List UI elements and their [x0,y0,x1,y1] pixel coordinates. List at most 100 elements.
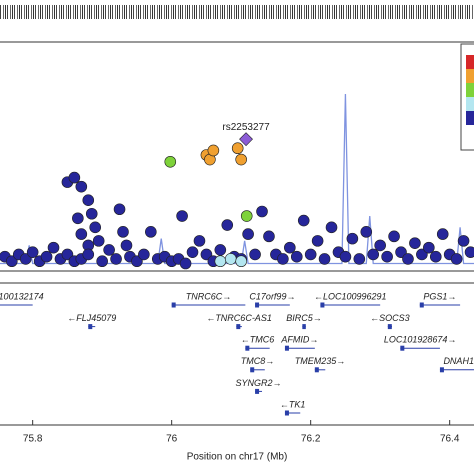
gene-exon [314,367,319,373]
snp-point [110,253,122,265]
gene-exon [88,324,93,330]
snp-point [235,153,247,166]
snp-point [235,255,247,268]
snp-point [113,203,126,216]
snp-point [179,257,192,270]
snp-point [26,246,39,258]
gene-label: LOC101928674→ [384,335,457,345]
snp-point [360,226,373,238]
gene-exon [387,324,392,330]
gene-label: TMEM235→ [295,356,346,366]
lead-snp [239,132,253,147]
x-tick-label: 75.8 [23,434,43,445]
legend-swatch [466,111,474,125]
snp-point [367,248,380,261]
snp-point [85,207,98,220]
plot-area [0,93,474,270]
snp-point [145,226,157,238]
snp-point [318,253,331,265]
snp-point [75,180,88,193]
snp-point [176,210,188,222]
snp-point [186,246,199,258]
gene-label: AFMID→ [280,335,318,345]
gene-exon [255,302,260,308]
gene-exon [320,302,325,308]
snp-point [89,221,102,234]
gene-label: ←TK1 [280,399,306,409]
snp-point [374,239,386,252]
gene-exon [419,302,424,308]
x-tick-label: 76 [166,434,178,445]
gene-label: PGS1→ [423,291,456,301]
snp-point [464,246,474,258]
gene-track: LOC100132174 TNRC6C→ C17orf99→ ←LOC10099629… [0,291,474,416]
snp-point [429,250,442,263]
gene-exon [171,302,176,308]
snp-point [402,253,414,265]
snp-point [200,248,213,261]
gene-exon [236,324,241,330]
snp-point [304,248,317,261]
snp-point [381,250,393,263]
legend [460,43,474,151]
snp-point [457,235,470,247]
snp-point [72,212,84,225]
gene-label: ←SOCS3 [370,313,410,323]
annotation: rs2253277 [222,122,270,133]
snp-point [82,194,95,206]
snp-strip [0,5,474,19]
snp-point [297,214,310,227]
gene-label: SYNGR2→ [236,378,282,388]
gene-exon [284,345,289,351]
snp-point [193,235,206,247]
gene-label: LOC100132174 [0,291,44,301]
gene-exon [250,367,255,373]
snp-point [277,253,289,265]
snp-point [82,248,95,261]
gene-label: C17orf99→ [249,291,295,301]
snp-point [325,221,338,234]
gene-label: DNAH1 [443,356,474,366]
x-tick-label: 76.4 [440,434,460,445]
snp-point [395,246,407,258]
snp-point [120,239,133,252]
snp-point [214,244,227,256]
snp-point [61,248,74,261]
legend-swatch [466,97,474,111]
snp-point [423,241,435,254]
gene-label: BIRC5→ [286,313,322,323]
snp-point [221,219,234,231]
snp-point [339,250,352,263]
snp-point [138,248,150,261]
gene-label: ←FLJ45079 [67,313,116,323]
snp-point [249,248,261,261]
snp-point [416,248,428,261]
snp-point [19,253,32,265]
snp-point [224,253,237,265]
legend-swatch [466,69,474,83]
snp-point [311,235,324,247]
snp-point [242,228,254,240]
x-tick-label: 76.2 [301,434,321,445]
snp-point [290,250,303,263]
gene-exon [400,345,405,351]
snp-point [450,253,463,265]
snp-point [40,250,53,263]
snp-point [131,255,143,268]
snp-point [256,205,268,218]
gene-label: ←LOC100996291 [314,291,387,301]
gene-exon [302,324,306,330]
snp-point [164,155,177,168]
legend-swatch [466,55,474,69]
snp-point [68,171,81,184]
gene-label: ←TNRC6C-AS1 [206,313,272,323]
recombination-line [0,93,474,265]
snp-point [263,230,275,243]
gene-label: ←TMC6 [241,335,275,345]
gene-exon [255,388,260,394]
snp-point [214,255,227,268]
snp-point [231,142,244,155]
snp-point [240,210,253,222]
